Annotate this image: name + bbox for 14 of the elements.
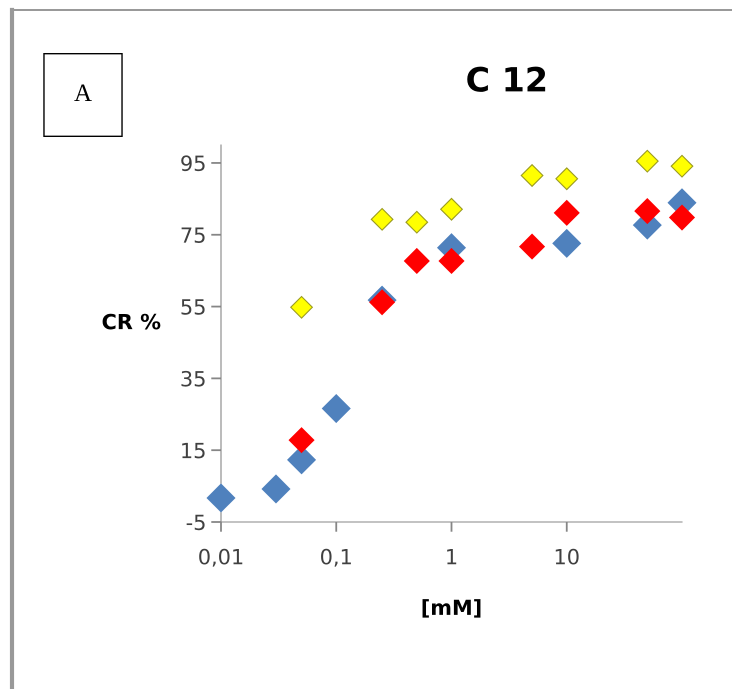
y-tick-label: 95 xyxy=(181,155,205,172)
y-tick-label: 55 xyxy=(182,299,205,315)
x-tick-label: 0,01 xyxy=(199,548,242,567)
y-tick-label: 35 xyxy=(181,370,205,387)
text: A xyxy=(74,84,92,102)
x-tick-label: 0,1 xyxy=(321,548,351,567)
y-axis-title: CR % xyxy=(102,314,160,330)
chart-title: C 12 xyxy=(467,66,546,92)
y-tick-label: 15 xyxy=(182,442,205,458)
y-tick-label: -5 xyxy=(186,514,205,530)
x-axis-title: [mM] xyxy=(422,599,480,618)
x-tick-label: 1 xyxy=(447,549,456,564)
y-tick-label: 75 xyxy=(182,227,205,243)
x-tick-label: 10 xyxy=(556,548,579,565)
